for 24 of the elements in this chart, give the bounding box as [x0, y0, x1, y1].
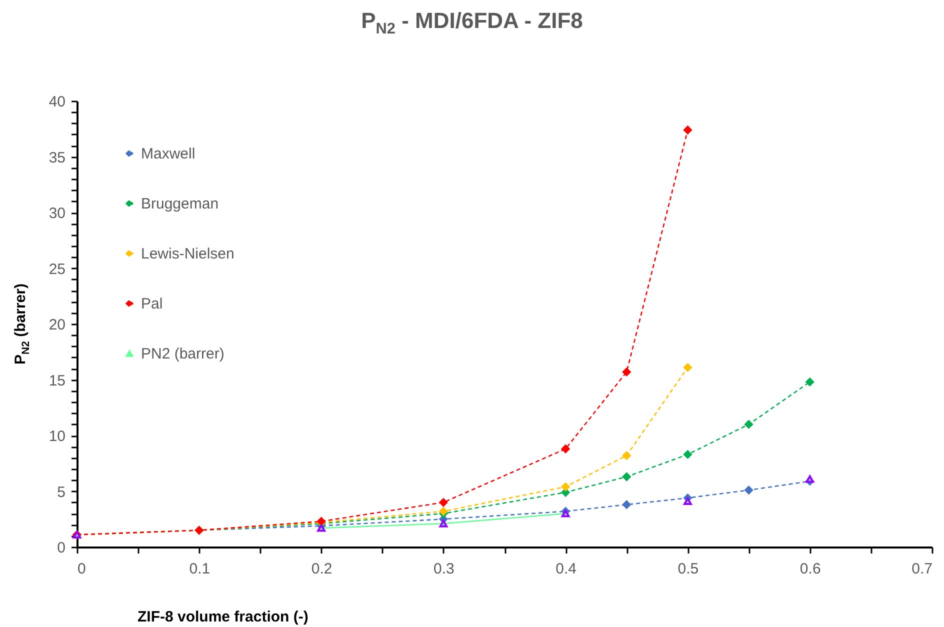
- legend-label: PN2 (barrer): [141, 346, 224, 362]
- y-tick-label: 0: [57, 540, 66, 556]
- legend-label: Bruggeman: [141, 196, 219, 212]
- x-tick-label: 0.5: [678, 560, 699, 578]
- y-tick-label: 15: [48, 372, 66, 390]
- y-tick-label: 10: [48, 428, 66, 445]
- y-tick-label: 20: [48, 316, 66, 334]
- y-tick-label: 5: [57, 484, 66, 501]
- y-tick-label: 25: [48, 260, 66, 278]
- legend-label: Lewis-Nielsen: [141, 246, 234, 262]
- x-tick-label: 0.3: [434, 560, 454, 578]
- x-axis-title: ZIF-8 volume fraction (-): [138, 608, 308, 626]
- x-tick-label: 0.1: [189, 560, 210, 578]
- y-tick-label: 35: [48, 149, 66, 166]
- x-tick-label: 0.6: [800, 560, 821, 578]
- y-tick-label: 30: [48, 205, 66, 222]
- legend-label: Pal: [141, 296, 163, 312]
- x-tick-label: 0: [78, 560, 86, 578]
- legend-label: Maxwell: [141, 146, 196, 162]
- x-tick-label: 0.2: [311, 560, 332, 578]
- y-tick-label: 40: [48, 94, 66, 110]
- x-tick-label: 0.4: [556, 560, 576, 578]
- chart-title: P$_{N2}$ - MDI/6FDA - ZIF8: [360, 8, 584, 38]
- x-tick-label: 0.7: [912, 560, 932, 578]
